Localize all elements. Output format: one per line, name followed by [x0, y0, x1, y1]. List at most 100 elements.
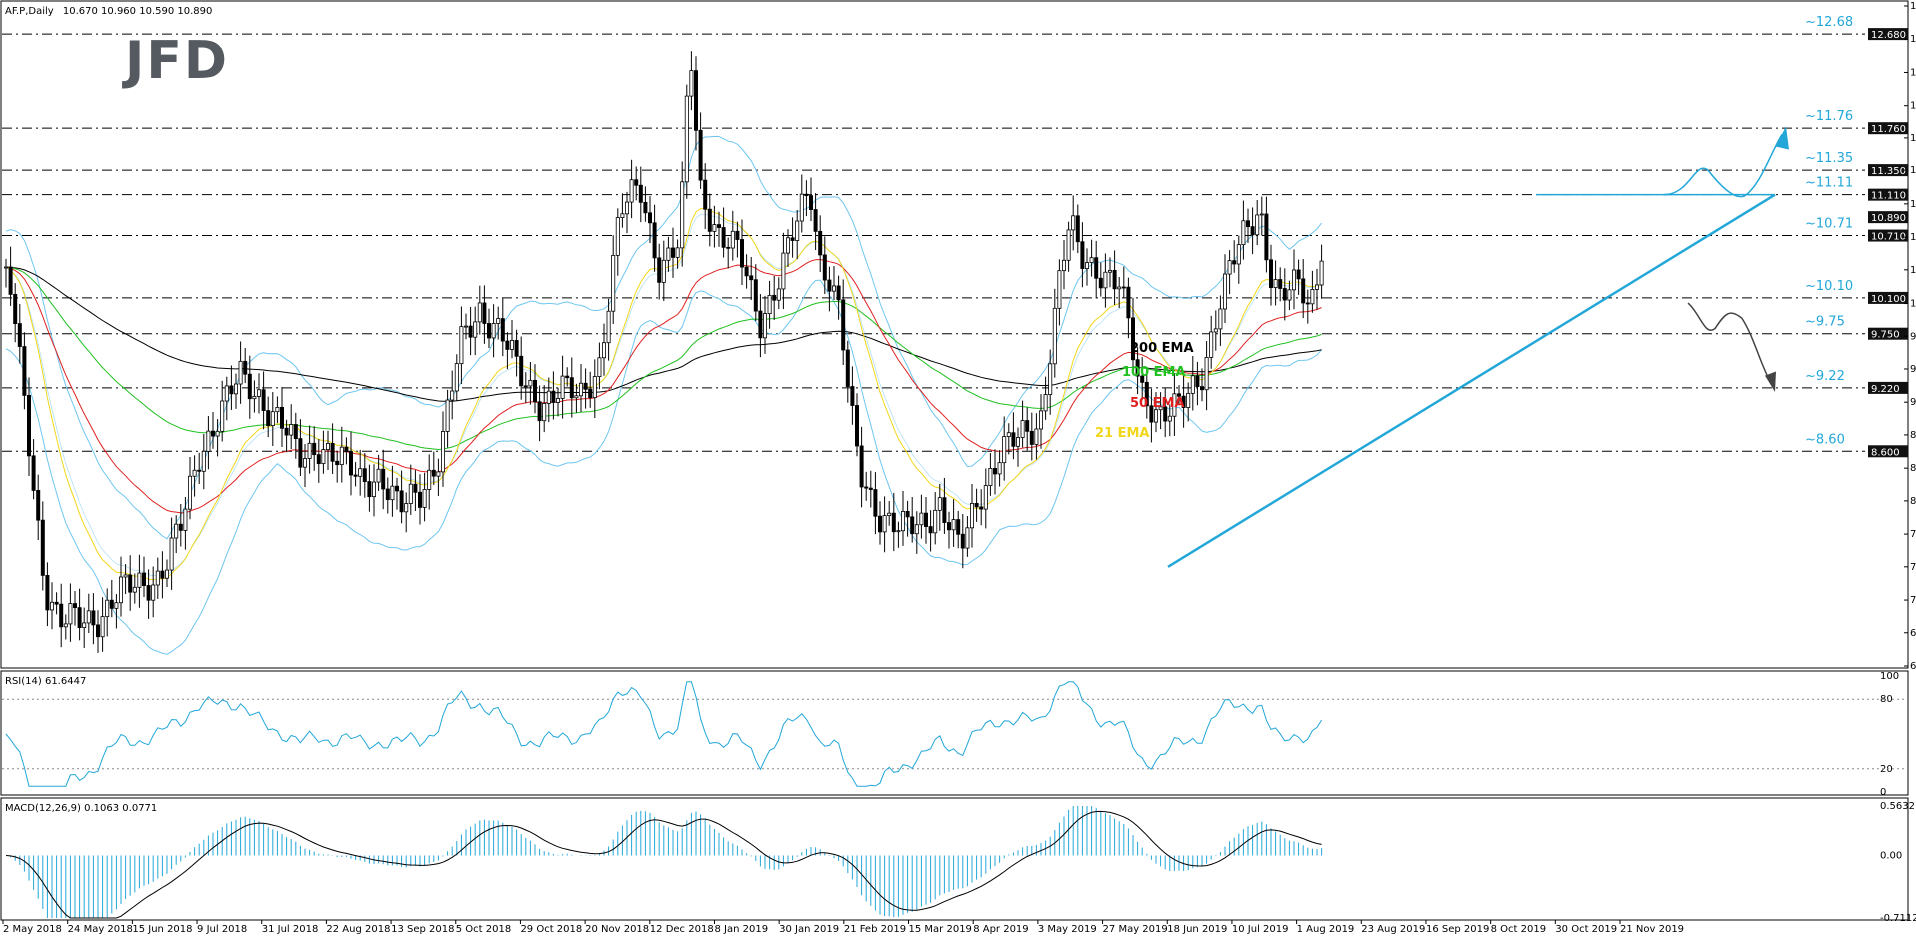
bollinger-upper: [5, 135, 1322, 540]
candle-body: [187, 475, 192, 510]
candle-body: [1204, 357, 1209, 391]
level-price-badge: [1868, 164, 1908, 177]
candle-body: [1135, 359, 1140, 377]
candle-body: [1149, 405, 1154, 423]
candle-body: [726, 246, 731, 249]
candle-body: [891, 512, 896, 533]
candle-body: [399, 490, 404, 513]
candle-body: [974, 502, 979, 508]
candle-body: [947, 522, 952, 531]
candle-body: [1006, 432, 1011, 437]
candle-body: [1218, 308, 1223, 330]
candle-body: [132, 586, 137, 593]
candle-body: [100, 616, 105, 638]
candle-body: [634, 179, 639, 186]
candle-body: [565, 375, 570, 379]
candle-body: [924, 512, 929, 527]
price-tick-label: 7.470: [1910, 562, 1916, 573]
candle-body: [468, 325, 473, 338]
candle-body: [266, 410, 271, 426]
candle-body: [164, 569, 169, 579]
candle-body: [1195, 375, 1200, 387]
bollinger-bands: [5, 135, 1322, 655]
candle-body: [36, 490, 41, 521]
candle-body: [928, 526, 933, 534]
price-axis: 12.955 12.630 12.305 11.980 11.665 11.350 11.0…: [1904, 1, 1916, 672]
candle-body: [371, 481, 376, 498]
candle-body: [749, 275, 754, 281]
price-tick-label: 10.045: [1910, 299, 1916, 310]
candle-body: [1126, 286, 1131, 319]
symbol-label: AF.P,Daily: [5, 6, 54, 17]
candle-body: [417, 491, 422, 508]
candle-body: [588, 388, 593, 399]
price-tick-label: 10.375: [1910, 265, 1916, 276]
candle-body: [657, 257, 662, 283]
level-price-badge: [1868, 188, 1908, 201]
candle-body: [933, 509, 938, 534]
candle-body: [4, 266, 9, 269]
candle-body: [832, 285, 837, 292]
candle-body: [1250, 226, 1255, 236]
candle-body: [1190, 375, 1195, 394]
candle-body: [422, 489, 427, 508]
candle-body: [302, 458, 307, 468]
candle-body: [951, 519, 956, 531]
candle-body: [551, 390, 556, 403]
candle-body: [123, 574, 128, 578]
candle-body: [330, 443, 335, 462]
candle-body: [1181, 395, 1186, 408]
candle-body: [215, 430, 220, 437]
candle-body: [1085, 262, 1090, 269]
candle-body: [850, 386, 855, 406]
candle-body: [500, 318, 505, 342]
candle-body: [50, 601, 55, 611]
candle-body: [8, 266, 13, 295]
candle-body: [873, 489, 878, 517]
rsi-pane: 100 80 20 0: [2, 671, 1906, 798]
date-tick-label: 15 Jun 2018: [132, 924, 192, 935]
macd-signal-line: [5, 810, 1322, 919]
candle-body: [537, 401, 542, 422]
candle-body: [192, 469, 197, 477]
price-tick-label: 12.630: [1910, 34, 1916, 45]
candle-body: [1255, 214, 1260, 236]
price-tick-label: 9.405: [1910, 364, 1916, 375]
candle-body: [698, 129, 703, 181]
price-tick-label: 9.080: [1910, 397, 1916, 408]
candle-body: [744, 266, 749, 277]
candle-body: [813, 209, 818, 232]
date-tick-label: 20 Nov 2018: [585, 924, 649, 935]
candle-body: [1048, 363, 1053, 395]
macd-tick-label: -0.7112: [1880, 913, 1916, 924]
candle-body: [293, 424, 298, 440]
date-tick-label: 29 Oct 2018: [520, 924, 582, 935]
candle-body: [533, 379, 538, 403]
level-price-badge: [1868, 445, 1908, 458]
candle-body: [54, 601, 59, 605]
level-label: ~10.10: [1805, 279, 1853, 294]
candle-body: [528, 379, 533, 387]
candle-body: [1029, 430, 1034, 445]
candle-body: [523, 385, 528, 388]
candle-body: [454, 363, 459, 392]
candle-body: [1264, 213, 1269, 261]
candle-body: [344, 446, 349, 453]
candle-body: [827, 279, 832, 292]
level-price-badge-text: 8.600: [1871, 447, 1900, 458]
candle-body: [1121, 286, 1126, 289]
candle-body: [841, 299, 846, 351]
candle-body: [1140, 375, 1145, 383]
candle-body: [77, 607, 82, 628]
candle-body: [772, 294, 777, 301]
last-price-badge: [1868, 211, 1908, 224]
price-tick-label: 11.665: [1910, 133, 1916, 144]
level-label: ~11.11: [1805, 176, 1853, 191]
candle-body: [224, 385, 229, 402]
candle-body: [1057, 270, 1062, 309]
rsi-tick-label: 80: [1880, 694, 1893, 705]
candle-body: [13, 293, 18, 324]
ema-label: 200 EMA: [1130, 341, 1194, 356]
candle-body: [1158, 406, 1163, 411]
candle-body: [887, 512, 892, 517]
